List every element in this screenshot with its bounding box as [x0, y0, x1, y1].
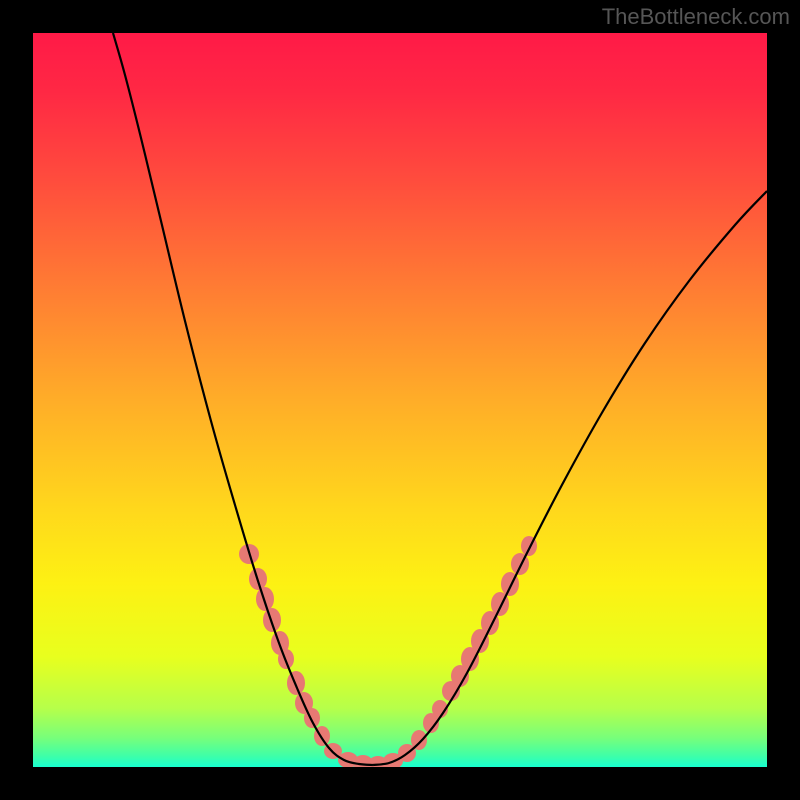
plot-area — [33, 33, 767, 767]
chart-container: TheBottleneck.com — [0, 0, 800, 800]
plot-svg — [33, 33, 767, 767]
watermark-text: TheBottleneck.com — [602, 4, 790, 30]
marker-dot — [256, 587, 274, 611]
